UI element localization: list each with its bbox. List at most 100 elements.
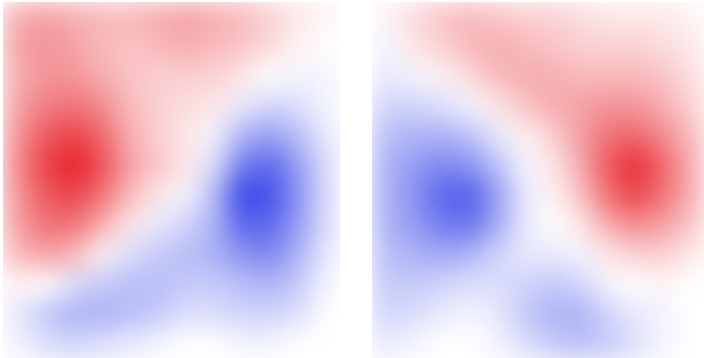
heat-cell <box>3 91 32 121</box>
heat-cell <box>510 2 538 32</box>
heat-cell <box>621 61 649 91</box>
heat-cell <box>172 269 201 299</box>
heat-cell <box>115 210 144 240</box>
heat-cell <box>621 32 649 62</box>
heat-cell <box>510 32 538 62</box>
heat-cell <box>59 91 88 121</box>
heat-cell <box>621 180 649 210</box>
heat-cell <box>172 121 201 151</box>
heat-cell <box>566 180 594 210</box>
heat-cell <box>87 328 116 358</box>
heat-cell <box>483 150 511 180</box>
heat-cell <box>87 269 116 299</box>
heat-cell <box>372 239 400 269</box>
heat-cell <box>372 32 400 62</box>
heat-cell <box>200 299 229 329</box>
heat-cell <box>593 61 621 91</box>
heat-cell <box>455 61 483 91</box>
heat-cell <box>59 121 88 151</box>
heat-cell <box>593 150 621 180</box>
heat-cell <box>455 32 483 62</box>
heat-cell <box>172 299 201 329</box>
heat-cell <box>59 210 88 240</box>
heat-cell <box>115 328 144 358</box>
heat-cell <box>538 180 566 210</box>
heat-cell <box>566 269 594 299</box>
heat-cell <box>621 2 649 32</box>
heat-cell <box>593 239 621 269</box>
heat-cell <box>256 150 285 180</box>
heat-cell <box>172 328 201 358</box>
heat-cell <box>172 61 201 91</box>
heat-cell <box>538 2 566 32</box>
heat-cell <box>483 91 511 121</box>
heat-cell <box>566 32 594 62</box>
heat-cell <box>455 299 483 329</box>
heat-cell <box>538 210 566 240</box>
heat-cell <box>115 180 144 210</box>
heat-cell <box>200 32 229 62</box>
heat-cell <box>200 239 229 269</box>
heat-cell <box>312 239 340 269</box>
heat-cell <box>566 210 594 240</box>
heat-cell <box>312 210 340 240</box>
heat-cell <box>3 269 32 299</box>
heat-cell <box>256 210 285 240</box>
heat-cell <box>649 180 677 210</box>
heat-cell <box>427 269 455 299</box>
heat-cell <box>256 121 285 151</box>
heat-cell <box>143 32 172 62</box>
heat-cell <box>455 180 483 210</box>
heat-cell <box>372 269 400 299</box>
heat-cell <box>649 299 677 329</box>
heat-cell <box>59 61 88 91</box>
heat-cell <box>312 180 340 210</box>
heat-cell <box>228 121 257 151</box>
heat-cell <box>284 269 313 299</box>
heat-cell <box>676 328 704 358</box>
heat-cell <box>372 180 400 210</box>
heat-cell <box>87 299 116 329</box>
heat-cell <box>593 121 621 151</box>
heat-cell <box>483 2 511 32</box>
heat-cell <box>200 328 229 358</box>
heat-cell <box>3 239 32 269</box>
heat-cell <box>427 2 455 32</box>
heat-cell <box>312 299 340 329</box>
heat-cell <box>400 2 428 32</box>
heat-cell <box>312 269 340 299</box>
heat-cell <box>510 150 538 180</box>
heat-cell <box>3 180 32 210</box>
heat-cell <box>228 210 257 240</box>
heat-cell <box>256 269 285 299</box>
heat-cell <box>649 91 677 121</box>
heat-cell <box>649 239 677 269</box>
heat-cell <box>427 150 455 180</box>
heat-cell <box>143 269 172 299</box>
heat-cell <box>284 150 313 180</box>
heat-cell <box>566 121 594 151</box>
heat-cell <box>538 269 566 299</box>
heat-cell <box>256 180 285 210</box>
heat-cell <box>115 150 144 180</box>
heat-cell <box>510 210 538 240</box>
heat-cell <box>427 121 455 151</box>
heat-cell <box>427 299 455 329</box>
heat-cell <box>200 210 229 240</box>
heat-cell <box>31 210 60 240</box>
heat-cell <box>284 61 313 91</box>
heat-cell <box>59 328 88 358</box>
heat-cell <box>115 121 144 151</box>
heat-cell <box>3 121 32 151</box>
heat-cell <box>510 121 538 151</box>
heat-cell <box>483 32 511 62</box>
heat-cell <box>483 121 511 151</box>
heat-cell <box>284 239 313 269</box>
heat-cell <box>31 328 60 358</box>
heat-cell <box>372 121 400 151</box>
heat-cell <box>676 32 704 62</box>
heat-cell <box>284 32 313 62</box>
heat-cell <box>621 91 649 121</box>
heat-cell <box>455 328 483 358</box>
heat-cell <box>676 121 704 151</box>
